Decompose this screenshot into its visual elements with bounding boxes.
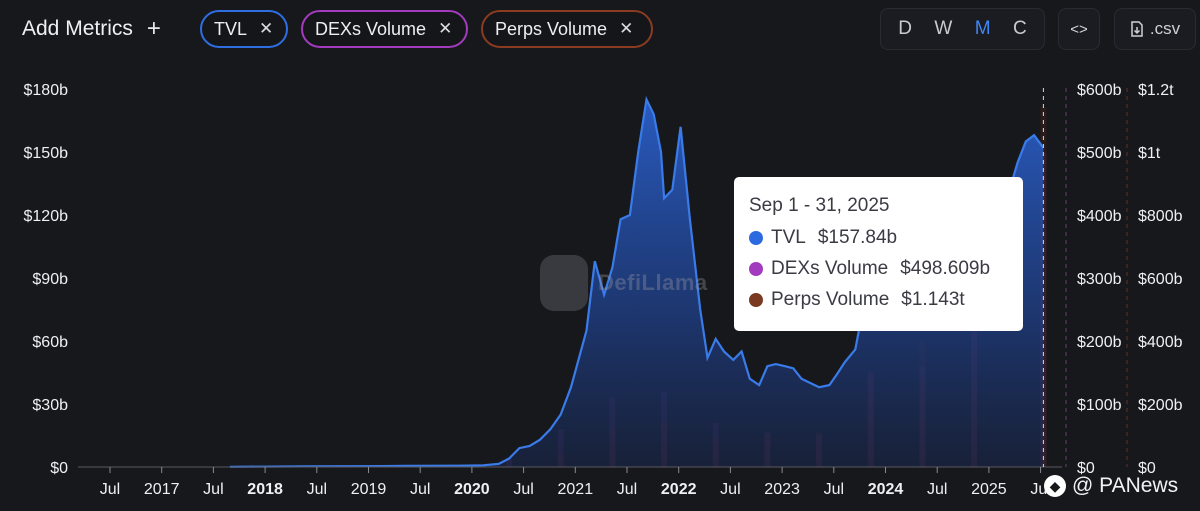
- x-tick-label: 2021: [558, 481, 594, 498]
- y-tick-label-left: $180b: [24, 82, 69, 99]
- period-weekly-button[interactable]: W: [934, 18, 953, 39]
- x-tick-label: Jul: [410, 481, 430, 498]
- metric-pill-dexs-volume[interactable]: DEXs Volume ✕: [301, 10, 468, 48]
- x-tick-label: Jul: [927, 481, 947, 498]
- y-tick-label-right-dexs: $300b: [1077, 271, 1122, 288]
- code-icon: <>: [1070, 20, 1088, 38]
- tooltip-row-dexs-volume: DEXs Volume $498.609b: [749, 256, 1007, 281]
- close-icon[interactable]: ✕: [259, 19, 274, 38]
- close-icon[interactable]: ✕: [438, 19, 453, 38]
- x-tick-label: Jul: [100, 481, 120, 498]
- x-tick-label: Jul: [824, 481, 844, 498]
- tooltip-series-name: TVL: [771, 226, 806, 248]
- y-tick-label-right-perps: $400b: [1138, 334, 1183, 351]
- tooltip-series-name: Perps Volume: [771, 288, 890, 310]
- y-tick-label-right-perps: $1t: [1138, 145, 1161, 162]
- watermark-text: DefiLlama: [598, 270, 708, 295]
- period-cumulative-button[interactable]: C: [1013, 18, 1027, 39]
- y-tick-label-right-dexs: $400b: [1077, 208, 1122, 225]
- y-tick-label-left: $120b: [24, 208, 69, 225]
- y-tick-label-right-perps: $600b: [1138, 271, 1183, 288]
- chart-tooltip: Sep 1 - 31, 2025 TVL $157.84b DEXs Volum…: [734, 177, 1023, 331]
- tooltip-series-name: DEXs Volume: [771, 257, 889, 279]
- y-tick-label-left: $60b: [32, 334, 68, 351]
- metric-pill-label: DEXs Volume: [315, 18, 427, 39]
- x-tick-label: Jul: [720, 481, 740, 498]
- x-tick-label: 2017: [144, 481, 180, 498]
- y-tick-label-right-dexs: $500b: [1077, 145, 1122, 162]
- x-tick-label: 2018: [247, 481, 283, 498]
- file-download-icon: [1131, 21, 1143, 37]
- tooltip-date: Sep 1 - 31, 2025: [749, 195, 890, 216]
- x-tick-label: 2025: [971, 481, 1007, 498]
- x-tick-label: Jul: [513, 481, 533, 498]
- y-tick-label-right-dexs: $600b: [1077, 82, 1122, 99]
- llama-logo-icon: [540, 255, 588, 311]
- y-tick-label-right-perps: $800b: [1138, 208, 1183, 225]
- y-tick-label-right-dexs: $0: [1077, 460, 1095, 477]
- x-tick-label: Jul: [617, 481, 637, 498]
- dexs-volume-dot-icon: [749, 261, 763, 276]
- panews-credit: ◆ @ PANews: [1044, 474, 1178, 498]
- tooltip-series-value: $498.609b: [900, 257, 991, 279]
- metric-pill-label: TVL: [214, 18, 248, 39]
- y-tick-label-left: $150b: [24, 145, 69, 162]
- x-tick-label: Jul: [307, 481, 327, 498]
- y-tick-label-left: $30b: [32, 397, 68, 414]
- x-tick-label: 2019: [351, 481, 387, 498]
- embed-button[interactable]: <>: [1058, 8, 1100, 50]
- panews-logo-icon: ◆: [1044, 475, 1066, 497]
- y-tick-label-right-perps: $200b: [1138, 397, 1183, 414]
- tooltip-row-perps-volume: Perps Volume $1.143t: [749, 287, 1007, 312]
- y-tick-label-right-perps: $1.2t: [1138, 82, 1174, 99]
- perps-volume-dot-icon: [749, 292, 763, 307]
- period-daily-button[interactable]: D: [898, 18, 912, 39]
- add-metrics-label: Add Metrics: [22, 17, 133, 40]
- x-tick-label: Jul: [203, 481, 223, 498]
- csv-download-button[interactable]: .csv: [1114, 8, 1196, 50]
- x-tick-label: 2022: [661, 481, 697, 498]
- chart-toolbar: Add Metrics + TVL ✕ DEXs Volume ✕ Perps …: [0, 0, 1200, 60]
- y-tick-label-left: $0: [50, 460, 68, 477]
- x-tick-label: 2023: [764, 481, 800, 498]
- y-tick-label-left: $90b: [32, 271, 68, 288]
- x-tick-label: 2020: [454, 481, 490, 498]
- csv-label: .csv: [1149, 19, 1181, 38]
- y-tick-label-right-dexs: $200b: [1077, 334, 1122, 351]
- tvl-dot-icon: [749, 230, 763, 245]
- x-tick-label: 2024: [868, 481, 904, 498]
- close-icon[interactable]: ✕: [619, 19, 634, 38]
- period-selector: D W M C: [880, 8, 1045, 50]
- tooltip-series-value: $157.84b: [817, 226, 898, 248]
- y-tick-label-right-perps: $0: [1138, 460, 1156, 477]
- credit-text: @ PANews: [1072, 474, 1179, 497]
- period-monthly-button[interactable]: M: [974, 18, 991, 39]
- add-metrics-button[interactable]: Add Metrics +: [10, 9, 188, 49]
- metric-pill-label: Perps Volume: [495, 18, 608, 39]
- tooltip-series-value: $1.143t: [901, 288, 965, 310]
- metric-pill-tvl[interactable]: TVL ✕: [200, 10, 288, 48]
- tooltip-row-tvl: TVL $157.84b: [749, 225, 1007, 250]
- defillama-watermark: DefiLlama: [540, 255, 708, 311]
- tvl-chart[interactable]: $0 $30b $60b $90b $120b $150b $180b $0 $100b $20…: [0, 60, 1200, 511]
- y-tick-label-right-dexs: $100b: [1077, 397, 1122, 414]
- tvl-area: [229, 99, 1044, 467]
- plus-icon: +: [146, 15, 161, 42]
- metric-pill-perps-volume[interactable]: Perps Volume ✕: [481, 10, 653, 48]
